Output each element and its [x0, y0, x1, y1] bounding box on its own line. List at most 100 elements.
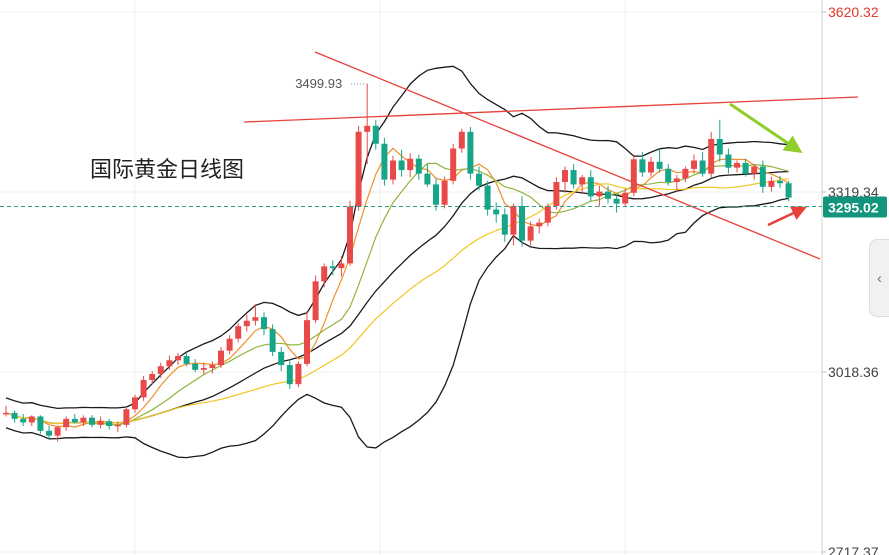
candle — [166, 355, 173, 370]
candle-body — [665, 168, 672, 183]
candle-body — [639, 159, 646, 173]
chevron-left-icon: ‹ — [877, 269, 882, 287]
candle-body — [734, 162, 740, 168]
candle — [777, 176, 783, 189]
current-price-badge — [823, 196, 887, 218]
candle — [243, 314, 250, 332]
candle-body — [579, 177, 586, 185]
candle-body — [63, 418, 70, 428]
candle — [46, 426, 52, 440]
candle — [415, 154, 422, 180]
price-tick-label: 3018.36 — [828, 364, 879, 380]
candle-body — [89, 417, 95, 425]
candle-body — [630, 159, 637, 193]
candle — [106, 418, 113, 430]
candle — [785, 180, 792, 202]
candle-body — [785, 183, 792, 198]
candle — [278, 347, 285, 372]
trendlines — [243, 51, 859, 260]
candle — [149, 371, 156, 385]
candle — [89, 415, 95, 428]
candle — [269, 324, 276, 357]
price-axis: 3620.32 3319.34 3018.36 2717.37 3295.02 — [0, 4, 887, 555]
candle-body — [605, 191, 611, 199]
candle-body — [708, 138, 715, 174]
ma-mid-line — [5, 162, 789, 426]
candle — [261, 312, 267, 336]
candle-body — [501, 214, 508, 235]
green-down-arrow — [729, 102, 803, 154]
candle-body — [175, 356, 181, 361]
candle-body — [441, 180, 448, 205]
candle — [673, 174, 680, 192]
candle — [519, 196, 525, 247]
candle-body — [372, 125, 379, 144]
candle-body — [28, 416, 35, 423]
candle — [183, 351, 190, 367]
candle-body — [54, 427, 61, 436]
candle-body — [587, 177, 594, 197]
candle — [347, 200, 353, 266]
candle — [742, 158, 749, 177]
candle — [665, 164, 672, 186]
collapse-panel-button[interactable]: ‹ — [869, 239, 889, 317]
candle — [355, 125, 362, 211]
candle — [390, 155, 396, 185]
candle — [226, 335, 233, 355]
candle — [235, 323, 242, 343]
candle — [639, 152, 646, 177]
candle-body — [381, 143, 388, 180]
candle-body — [295, 363, 302, 385]
candle — [252, 304, 259, 326]
candle — [286, 359, 293, 389]
candle-body — [321, 266, 328, 282]
candle — [381, 137, 388, 186]
candle — [218, 347, 224, 369]
candle-body — [106, 421, 113, 427]
candle-body — [476, 173, 482, 186]
resistance-trendline — [243, 96, 859, 123]
candle-body — [123, 409, 130, 425]
candle — [458, 128, 465, 153]
candle — [20, 414, 27, 427]
candle — [132, 394, 138, 413]
candle-body — [243, 320, 250, 327]
candle-body — [467, 131, 474, 174]
candle-body — [20, 418, 27, 423]
candle-body — [218, 350, 224, 366]
candle — [424, 164, 431, 187]
candle — [433, 178, 439, 211]
candle-body — [200, 368, 207, 370]
price-tick-label: 2717.37 — [828, 544, 879, 555]
descending-trendline — [314, 51, 821, 260]
candle — [450, 143, 457, 185]
candle — [493, 202, 500, 223]
candle-body — [312, 281, 319, 321]
candle-body — [691, 160, 697, 169]
candle-body — [484, 185, 491, 210]
candle-body — [390, 160, 396, 180]
current-price-label: 3295.02 — [828, 200, 879, 216]
candle-body — [458, 131, 465, 149]
candle-body — [544, 205, 551, 223]
candle-body — [183, 356, 190, 364]
candle — [605, 185, 611, 204]
moving-averages — [5, 147, 789, 428]
candle — [372, 119, 379, 150]
candle-body — [777, 180, 783, 184]
candle-body — [209, 365, 216, 369]
candle-body — [46, 430, 52, 436]
candle-body — [269, 329, 276, 352]
candle — [759, 160, 766, 193]
candle-body — [510, 205, 517, 235]
candle — [312, 275, 319, 324]
candle-body — [433, 184, 439, 205]
candle — [37, 415, 44, 434]
candle — [200, 362, 207, 375]
candle-body — [235, 326, 242, 339]
candle-body — [424, 173, 431, 185]
candle — [699, 152, 706, 177]
candle — [441, 176, 448, 209]
candle-body — [398, 160, 405, 171]
bollinger-lower — [5, 197, 789, 459]
